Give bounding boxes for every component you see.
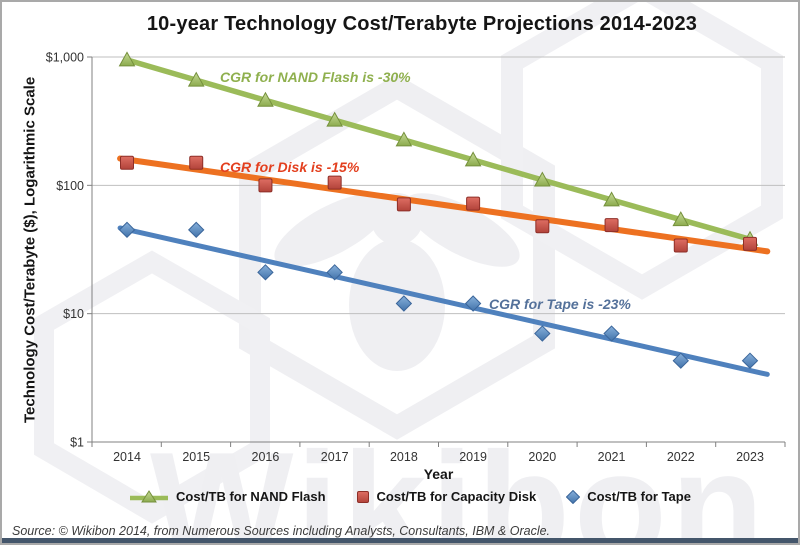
axes-layer: $1,000 $100 $10 $1 2014 2015 2016 2017 2018 2019 2… xyxy=(46,51,786,464)
x-tick-label: 2017 xyxy=(321,450,349,464)
series-layer xyxy=(117,51,771,377)
x-tick-label: 2014 xyxy=(113,450,141,464)
legend-label-nand-flash: Cost/TB for NAND Flash xyxy=(176,489,326,504)
legend-label-tape: Cost/TB for Tape xyxy=(587,489,691,504)
trendline-square xyxy=(117,155,771,255)
x-tick-label: 2021 xyxy=(598,450,626,464)
series-line-triangle xyxy=(124,57,753,243)
data-point-marker xyxy=(604,218,619,233)
watermark-hexagon-right xyxy=(501,2,783,300)
legend-item-capacity-disk: Cost/TB for Capacity Disk xyxy=(356,489,537,504)
cgr-annotation: CGR for Disk is -15% xyxy=(220,159,360,175)
data-point-marker xyxy=(258,178,273,193)
capacity-disk-legend-marker-icon xyxy=(356,490,369,503)
data-point-marker xyxy=(257,264,274,281)
data-point-marker xyxy=(741,352,759,369)
legend-label-capacity-disk: Cost/TB for Capacity Disk xyxy=(376,489,537,504)
x-tick-label: 2020 xyxy=(528,450,556,464)
y-axis-title: Technology Cost/Terabyte ($), Logarithmi… xyxy=(21,76,39,423)
bottom-accent-bar xyxy=(2,538,798,543)
x-axis-title: Year xyxy=(423,466,454,482)
data-point-marker xyxy=(743,236,757,251)
data-point-marker xyxy=(396,197,411,212)
y-tick-label: $1,000 xyxy=(46,51,84,65)
data-point-marker xyxy=(326,111,344,127)
data-point-marker xyxy=(672,211,690,227)
x-tick-label: 2019 xyxy=(459,450,487,464)
y-tick-label: $10 xyxy=(63,307,84,321)
x-tick-label: 2022 xyxy=(667,450,695,464)
data-point-marker xyxy=(187,71,205,87)
data-point-marker xyxy=(257,91,274,107)
x-tick-label: 2023 xyxy=(736,450,764,464)
data-point-marker xyxy=(118,221,136,239)
y-tick-label: $100 xyxy=(56,179,84,193)
data-point-marker xyxy=(464,151,482,167)
watermark-hexagon-center xyxy=(239,74,555,440)
data-point-marker xyxy=(535,219,550,234)
trendline-diamond xyxy=(117,225,770,377)
data-point-marker xyxy=(672,352,689,369)
annotations-layer: CGR for NAND Flash is -30% CGR for Disk i… xyxy=(220,69,631,312)
x-tick-label: 2018 xyxy=(390,450,418,464)
cgr-annotation: CGR for Tape is -23% xyxy=(489,296,631,312)
data-point-marker xyxy=(188,221,205,239)
data-point-marker xyxy=(189,155,204,170)
wikibon-watermark: Wikibon xyxy=(34,2,783,545)
data-point-marker xyxy=(673,238,688,253)
data-point-marker xyxy=(534,325,551,342)
legend-item-nand-flash: Cost/TB for NAND Flash xyxy=(129,489,326,504)
data-point-marker xyxy=(326,264,343,281)
legend-item-tape: Cost/TB for Tape xyxy=(566,489,691,504)
watermark-bee xyxy=(274,193,520,371)
data-point-marker xyxy=(395,295,413,312)
data-point-marker xyxy=(327,175,342,190)
watermark-hexagon-left xyxy=(34,250,270,524)
data-point-marker xyxy=(395,131,413,147)
chart-title: 10-year Technology Cost/Terabyte Project… xyxy=(146,13,698,35)
data-point-marker xyxy=(464,295,482,312)
tape-legend-marker-icon xyxy=(566,489,581,504)
data-point-marker xyxy=(118,51,136,67)
data-point-marker xyxy=(120,155,134,170)
x-tick-label: 2015 xyxy=(182,450,210,464)
data-point-marker xyxy=(466,196,481,211)
x-tick-label: 2016 xyxy=(252,450,280,464)
y-tick-label: $1 xyxy=(70,436,84,450)
data-point-marker xyxy=(533,171,551,187)
cgr-annotation: CGR for NAND Flash is -30% xyxy=(220,69,411,85)
data-point-marker xyxy=(603,191,620,207)
nand-flash-legend-marker-icon xyxy=(130,489,169,502)
watermark-text: Wikibon xyxy=(150,421,768,545)
data-point-marker xyxy=(603,325,620,342)
source-note: Source: © Wikibon 2014, from Numerous So… xyxy=(12,524,551,538)
chart-legend: Cost/TB for NAND Flash Cost/TB for Capac… xyxy=(2,489,798,504)
